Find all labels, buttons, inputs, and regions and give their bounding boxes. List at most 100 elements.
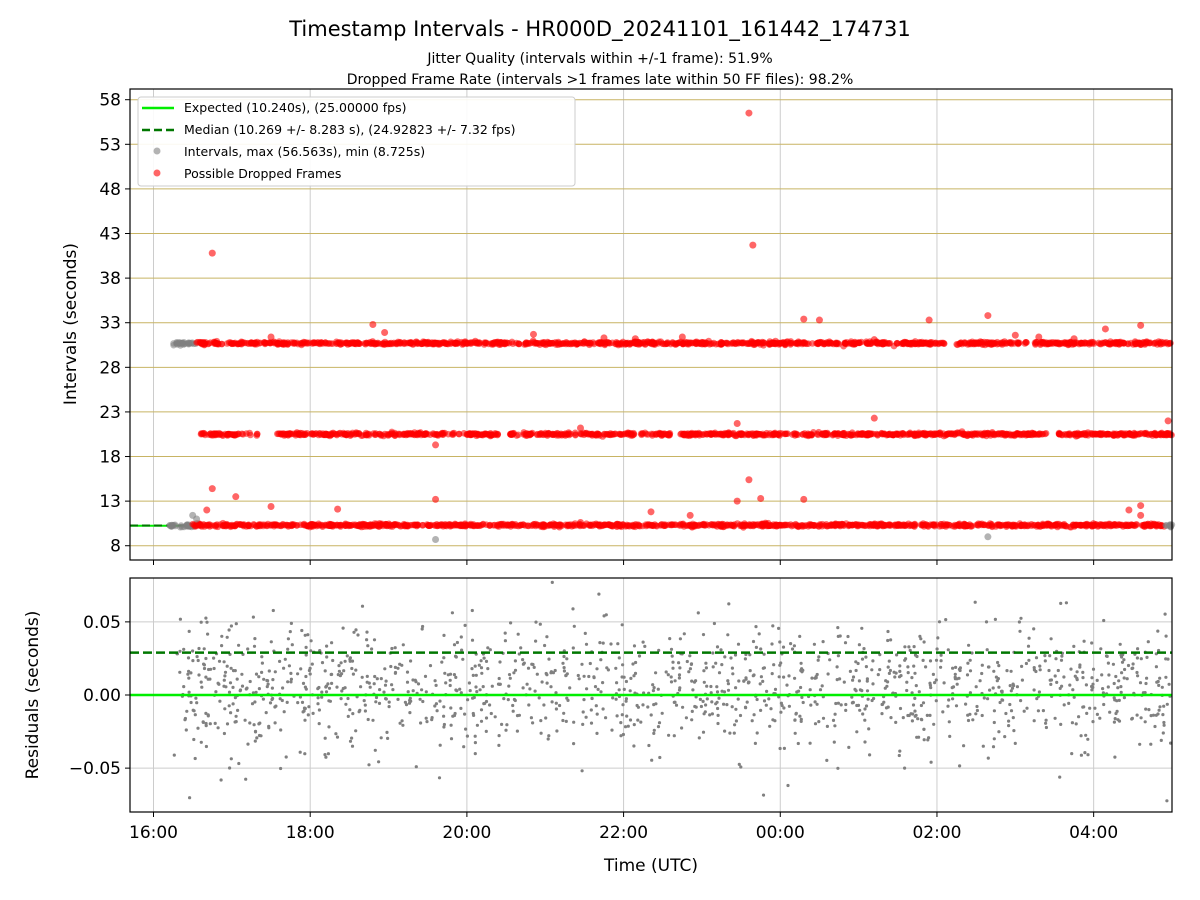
residual-point <box>281 686 285 690</box>
residual-point <box>498 682 502 686</box>
residual-point <box>244 777 248 781</box>
residual-point <box>246 742 250 746</box>
dropped-frame-point <box>1010 431 1017 439</box>
dropped-frame-point <box>1063 523 1070 530</box>
residual-point <box>817 655 821 659</box>
residual-point <box>336 673 340 677</box>
residual-point <box>894 720 898 725</box>
residual-point <box>378 688 382 692</box>
dropped-frame-point <box>235 430 242 438</box>
residual-point <box>671 660 675 664</box>
residual-point <box>905 680 909 684</box>
dropped-frame-point <box>474 431 482 439</box>
residual-point <box>1158 705 1162 709</box>
residual-point <box>222 660 226 664</box>
residual-point <box>1027 636 1031 640</box>
residual-point <box>1081 670 1085 675</box>
residual-point <box>991 686 995 690</box>
residual-point <box>479 708 484 712</box>
dropped-frame-point <box>683 339 690 347</box>
residual-point <box>193 756 197 761</box>
dropped-frame-point <box>500 520 508 528</box>
residual-point <box>939 653 943 657</box>
residual-point <box>789 642 793 646</box>
residual-point <box>906 671 910 675</box>
residual-point <box>341 626 345 630</box>
residual-point <box>187 690 191 694</box>
residual-point <box>473 741 477 745</box>
dropped-frame-point <box>274 341 282 348</box>
residual-point <box>285 700 289 705</box>
residual-point <box>615 681 619 685</box>
intervals-y-tick-label: 23 <box>99 403 121 423</box>
dropped-frame-point <box>1003 339 1010 347</box>
residual-point <box>326 682 330 686</box>
residual-point <box>526 666 531 670</box>
residual-point <box>955 677 959 681</box>
residual-point <box>939 659 943 663</box>
residuals-panel: 16:00 18:00 20:00 22:00 00:00 02:00 04:000.050… <box>23 577 1173 876</box>
residual-point <box>611 696 615 700</box>
residual-point <box>387 705 391 709</box>
dropped-frame-outlier-point <box>232 493 240 501</box>
residual-point <box>778 746 782 751</box>
dropped-frame-point <box>1030 430 1038 438</box>
residual-point <box>384 697 388 701</box>
residual-point <box>836 626 840 630</box>
residual-point <box>715 685 719 689</box>
dropped-frame-point <box>904 340 911 348</box>
residual-point <box>809 703 813 707</box>
residual-point <box>554 701 558 705</box>
residual-point <box>572 742 576 746</box>
residual-point <box>946 648 950 652</box>
residual-point <box>925 713 929 718</box>
residual-point <box>716 706 720 711</box>
residual-point <box>1078 665 1082 669</box>
residual-point <box>396 697 400 702</box>
residual-point <box>932 722 936 726</box>
dropped-frame-point <box>1111 521 1118 529</box>
residual-point <box>500 722 504 727</box>
residual-point <box>1136 674 1140 678</box>
residual-point <box>1088 706 1092 710</box>
residual-point <box>1082 705 1086 709</box>
residual-point <box>525 682 529 686</box>
residual-point <box>386 736 390 741</box>
residual-point <box>202 666 207 671</box>
residual-point <box>1067 701 1071 706</box>
residual-point <box>539 731 543 735</box>
residual-point <box>604 613 608 617</box>
dropped-frame-point <box>721 429 729 437</box>
residual-point <box>1157 708 1161 712</box>
residual-point <box>965 673 970 677</box>
dropped-frame-point <box>772 340 780 347</box>
dropped-frame-point <box>399 522 406 530</box>
residual-point <box>300 700 305 705</box>
residual-point <box>401 723 405 727</box>
residual-point <box>1112 720 1116 724</box>
residual-point <box>1123 667 1127 672</box>
residual-point <box>184 728 188 732</box>
residual-point <box>1019 616 1023 620</box>
residual-point <box>851 675 856 679</box>
dropped-frame-point <box>1066 430 1073 437</box>
residual-point <box>898 706 903 711</box>
dropped-frame-point <box>668 521 676 529</box>
residual-point <box>903 645 907 649</box>
residual-point <box>986 697 990 701</box>
residual-point <box>1083 751 1087 755</box>
residual-point <box>561 661 565 665</box>
dropped-frame-point <box>540 521 548 528</box>
residual-point <box>1106 661 1110 665</box>
dropped-frame-point <box>371 431 379 439</box>
residual-point <box>225 664 229 668</box>
residual-point <box>484 716 489 720</box>
legend: Expected (10.240s), (25.00000 fps) Media… <box>137 96 576 187</box>
dropped-frame-point <box>329 521 337 529</box>
residual-point <box>770 672 774 676</box>
residual-point <box>587 674 591 679</box>
residual-point <box>301 710 305 714</box>
residual-point <box>771 624 775 628</box>
dropped-frame-point <box>645 522 653 529</box>
residual-point <box>534 639 538 643</box>
